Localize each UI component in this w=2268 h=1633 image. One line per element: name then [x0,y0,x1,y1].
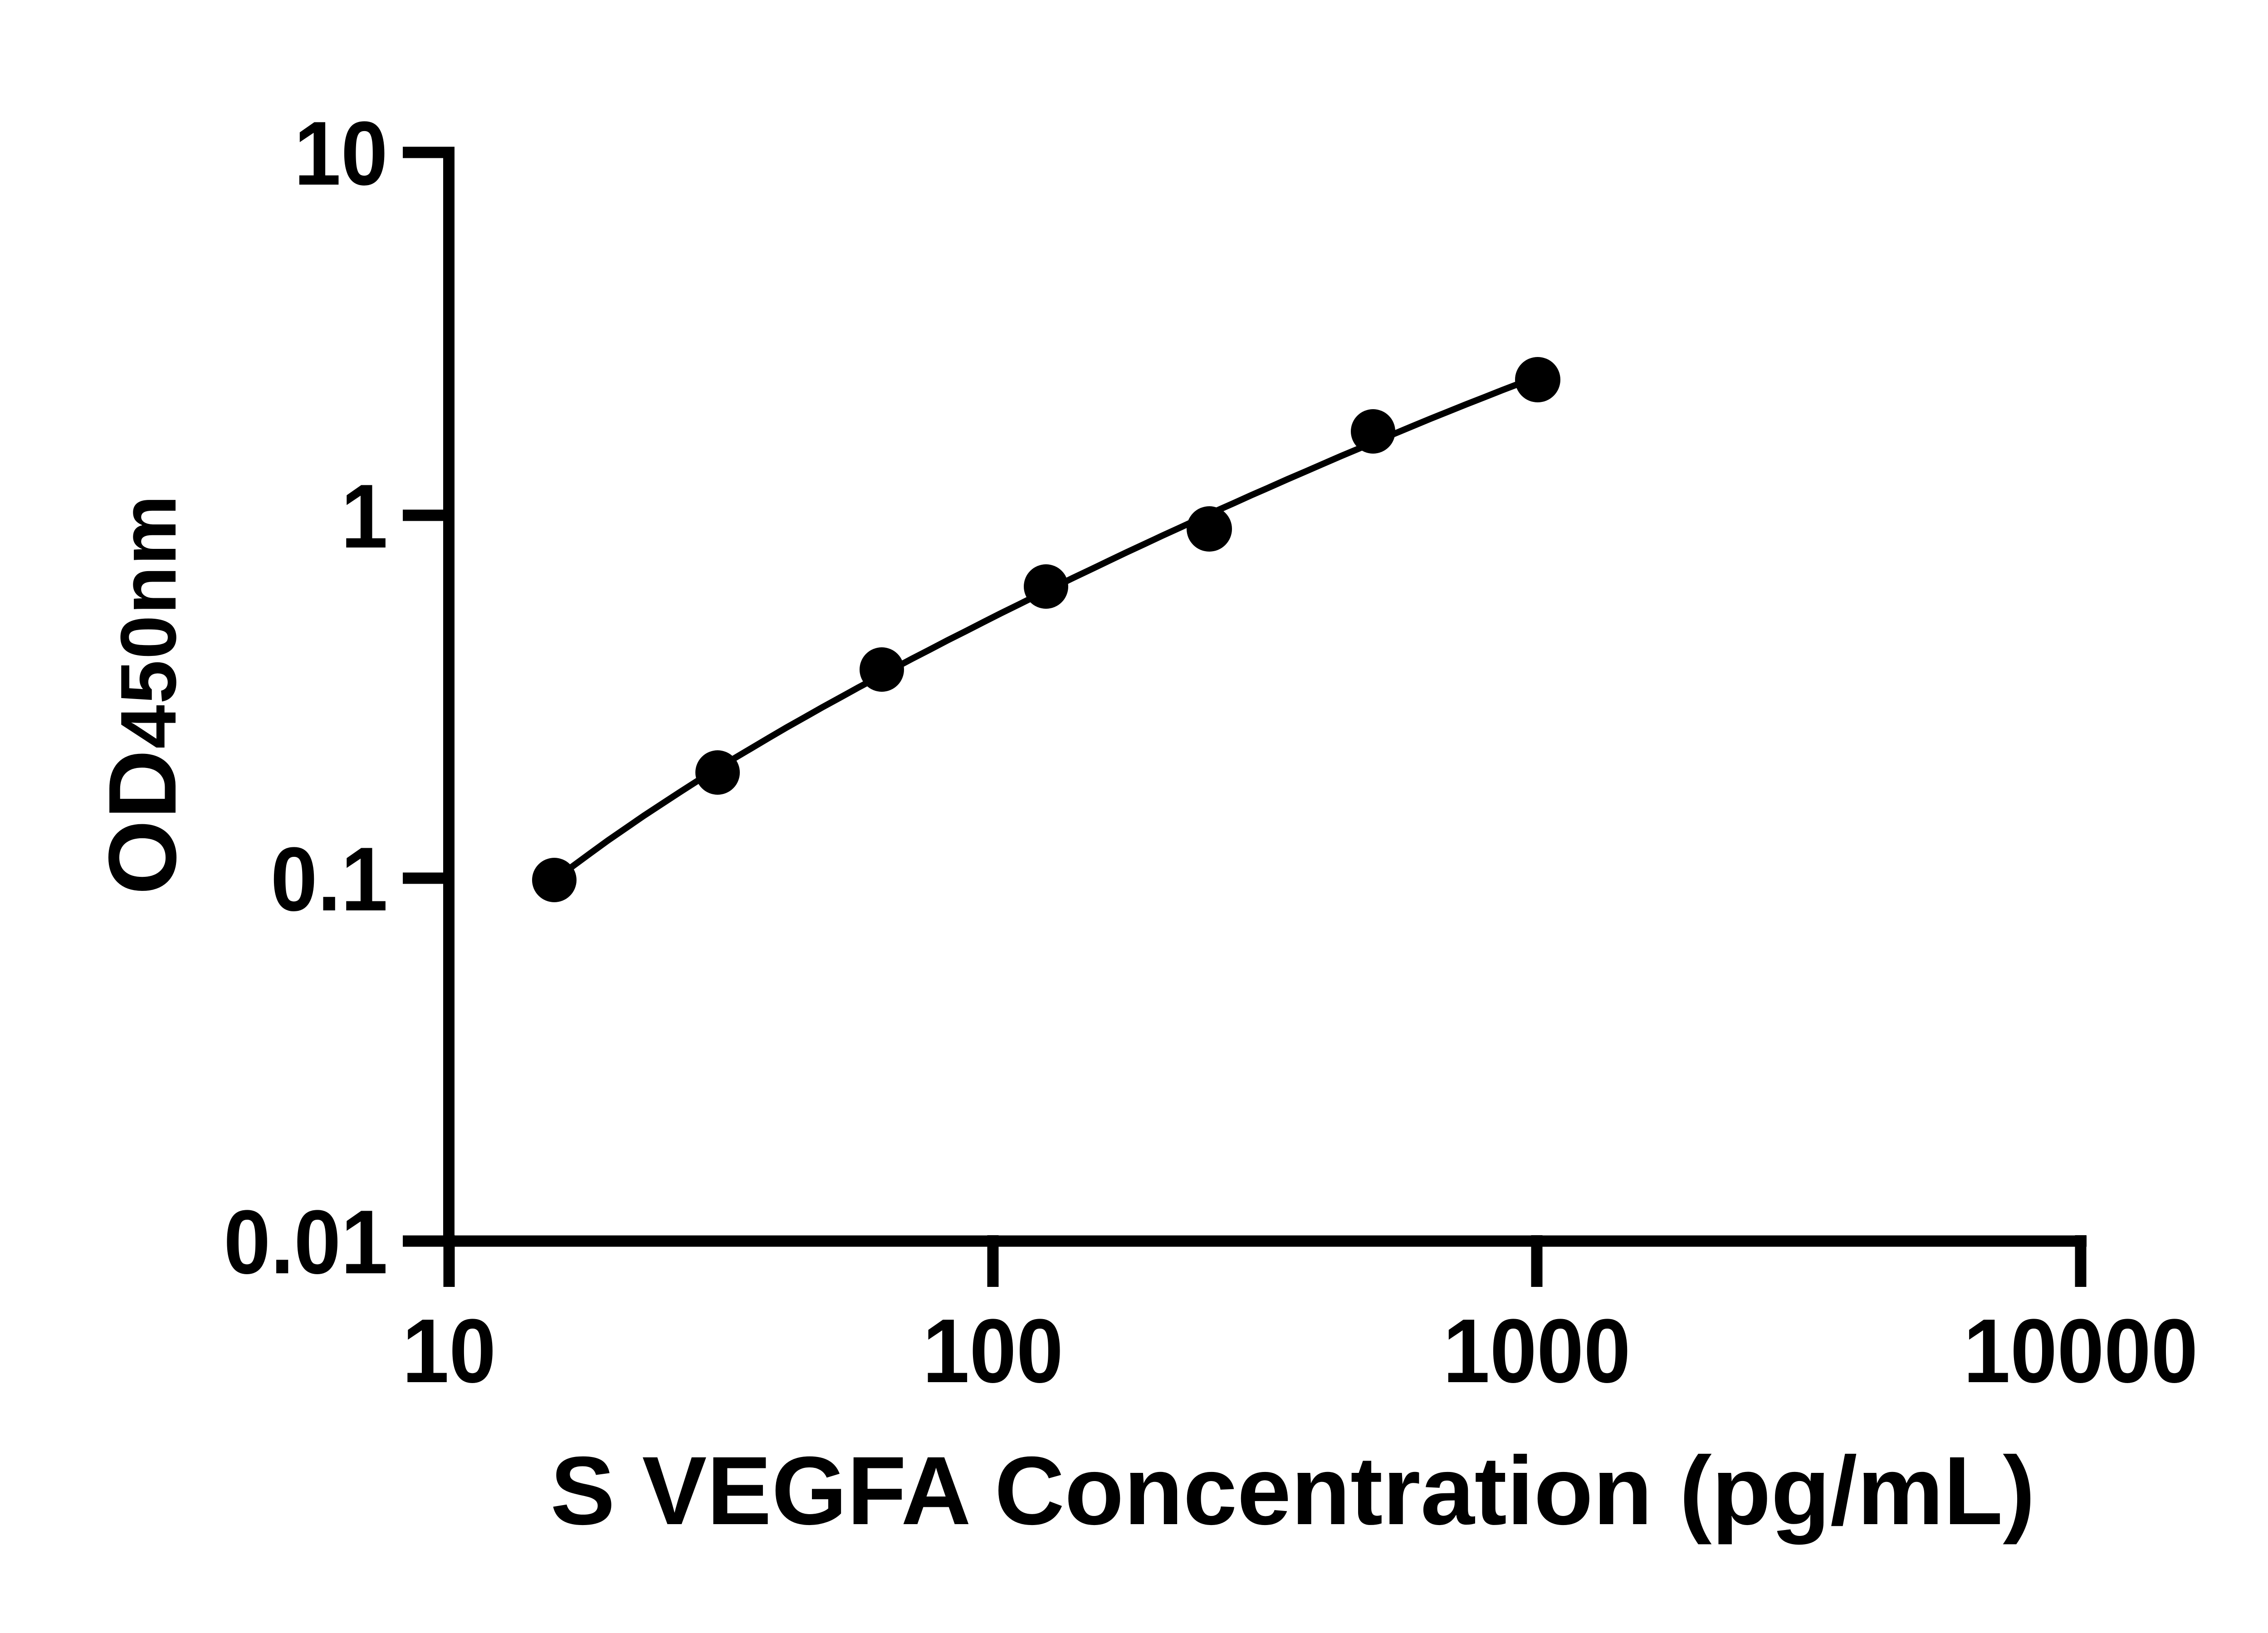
svg-text:0.01: 0.01 [224,1191,388,1293]
svg-text:10000: 10000 [1963,1300,2198,1402]
svg-text:0.1: 0.1 [270,828,388,930]
svg-text:100: 100 [923,1300,1063,1402]
svg-text:S VEGFA Concentration (pg/mL): S VEGFA Concentration (pg/mL) [550,1437,2035,1545]
svg-text:1000: 1000 [1443,1300,1631,1402]
svg-text:10: 10 [294,103,388,204]
svg-text:10: 10 [402,1300,496,1402]
svg-text:1: 1 [341,465,388,567]
svg-text:OD450nm: OD450nm [88,494,196,895]
